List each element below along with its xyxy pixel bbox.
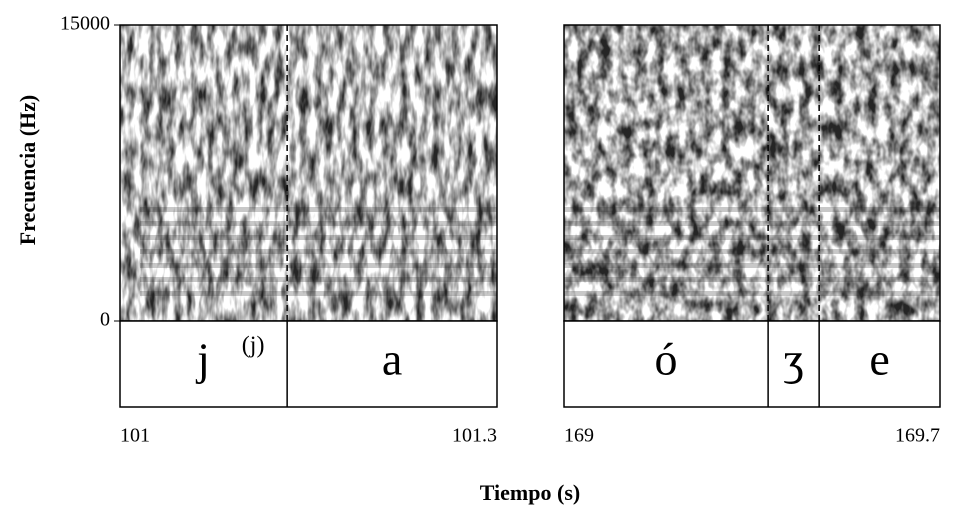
segment-label: e [869, 334, 889, 385]
formant-band [564, 207, 940, 212]
tier-frame [563, 320, 941, 408]
tier-frame [119, 320, 498, 408]
formant-band [564, 249, 940, 254]
formant-band [564, 277, 940, 282]
y-tick-label: 15000 [60, 13, 110, 35]
segment-annotation: (j) [242, 333, 265, 359]
x-tick-label: 169.7 [895, 425, 940, 447]
spectrogram-texture [564, 25, 940, 321]
segment-label: ʒ [783, 334, 803, 385]
segment-label: a [382, 334, 402, 385]
formant-band [140, 291, 497, 296]
segment-label: j [195, 334, 210, 385]
formant-band [140, 249, 497, 254]
formant-band [140, 277, 497, 282]
formant-band [140, 235, 497, 240]
y-axis-title: Frecuencia (Hz) [15, 95, 40, 245]
formant-band [564, 291, 940, 296]
spectrogram-texture [120, 25, 497, 321]
x-tick-label: 101.3 [452, 425, 497, 447]
formant-band [564, 263, 940, 268]
segment-label: ó [655, 334, 678, 385]
formant-band [140, 207, 497, 212]
y-tick-label: 0 [100, 309, 110, 331]
x-tick-label: 169 [564, 425, 594, 447]
x-axis-title: Tiempo (s) [480, 480, 580, 505]
formant-band [140, 221, 497, 226]
formant-band [564, 221, 940, 226]
x-tick-label: 101 [120, 425, 150, 447]
formant-band [140, 263, 497, 268]
formant-band [564, 235, 940, 240]
